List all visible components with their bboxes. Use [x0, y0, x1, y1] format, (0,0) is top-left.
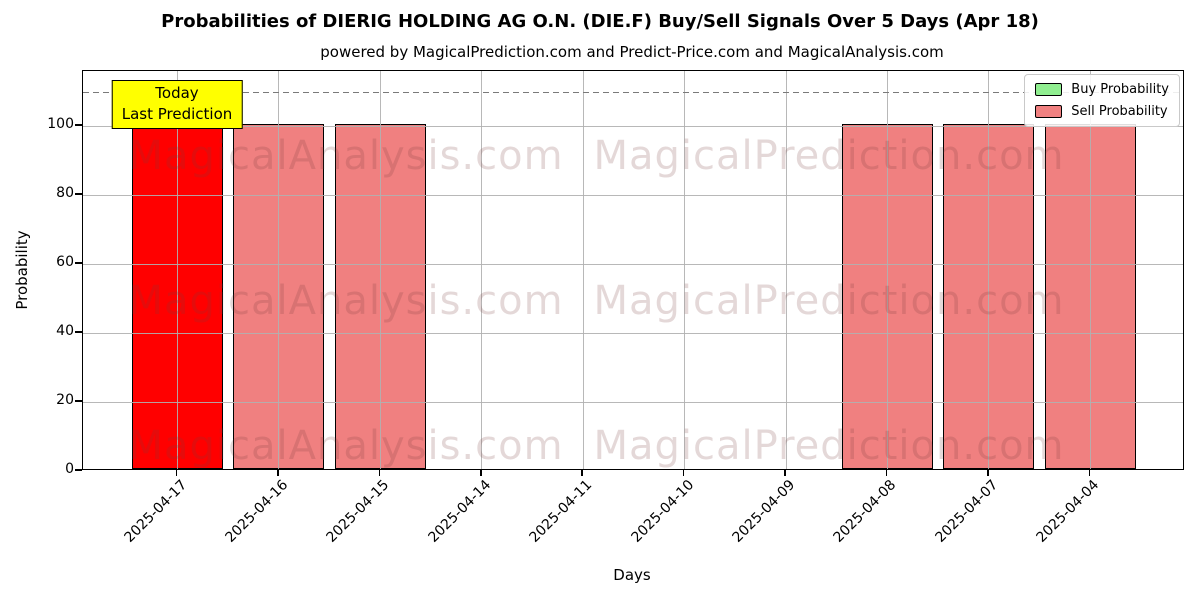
y-tick-mark — [75, 400, 82, 402]
legend-label-buy: Buy Probability — [1071, 82, 1169, 97]
x-tick-label: 2025-04-16 — [222, 477, 292, 546]
y-tick-mark — [75, 193, 82, 195]
gridline-vertical — [582, 71, 584, 469]
gridline-horizontal — [83, 264, 1183, 266]
y-tick-label: 80 — [56, 185, 74, 202]
threshold-dashline — [83, 91, 1183, 94]
y-tick-mark — [75, 469, 82, 471]
legend-label-sell: Sell Probability — [1071, 104, 1168, 119]
watermark-text: MagicalPrediction.com — [593, 133, 1065, 179]
watermark-text: MagicalPrediction.com — [593, 423, 1065, 469]
annotation-line-2: Last Prediction — [121, 105, 233, 123]
gridline-vertical — [684, 71, 686, 469]
x-tick-mark — [784, 470, 786, 476]
gridline-vertical — [886, 71, 888, 469]
gridline-vertical — [177, 71, 178, 469]
buy-probability-swatch-icon — [1035, 83, 1063, 96]
gridline-horizontal — [83, 126, 1183, 128]
gridline-vertical — [481, 71, 483, 469]
x-tick-mark — [378, 470, 381, 476]
y-tick-label: 100 — [47, 116, 74, 133]
x-tick-label: 2025-04-07 — [932, 477, 1002, 546]
x-tick-label: 2025-04-09 — [729, 477, 799, 546]
y-tick-label: 20 — [56, 392, 74, 409]
gridline-vertical — [988, 71, 990, 469]
sell-probability-swatch-icon — [1035, 105, 1063, 118]
x-tick-mark — [581, 470, 583, 476]
x-tick-mark — [885, 470, 888, 476]
y-tick-mark — [75, 331, 82, 333]
gridline-vertical — [1089, 71, 1091, 469]
legend: Buy Probability Sell Probability — [1024, 74, 1180, 127]
legend-item-buy: Buy Probability — [1035, 82, 1169, 97]
gridline-vertical — [278, 71, 280, 469]
x-tick-label: 2025-04-14 — [425, 477, 495, 546]
gridline-horizontal — [83, 402, 1183, 404]
x-tick-label: 2025-04-11 — [526, 477, 596, 546]
gridline-horizontal — [83, 195, 1183, 197]
x-tick-mark — [175, 470, 178, 476]
chart-subtitle: powered by MagicalPrediction.com and Pre… — [320, 43, 944, 61]
x-tick-label: 2025-04-15 — [323, 477, 393, 546]
x-tick-mark — [277, 470, 279, 476]
x-tick-mark — [987, 470, 989, 476]
y-tick-mark — [75, 262, 82, 264]
watermark-text: MagicalAnalysis.com — [128, 278, 564, 324]
y-tick-mark — [75, 124, 82, 126]
x-tick-label: 2025-04-17 — [120, 477, 190, 546]
gridline-vertical — [785, 71, 787, 469]
watermark-text: MagicalAnalysis.com — [128, 423, 564, 469]
gridline-horizontal — [83, 333, 1183, 335]
watermark-text: MagicalPrediction.com — [593, 278, 1065, 324]
x-axis-label: Days — [613, 566, 651, 584]
y-tick-label: 60 — [56, 254, 74, 271]
plot-area: Today Last Prediction Buy Probability Se… — [82, 70, 1184, 470]
y-tick-label: 40 — [56, 323, 74, 340]
y-tick-label: 0 — [65, 461, 74, 477]
today-annotation: Today Last Prediction — [111, 80, 243, 129]
x-tick-mark — [480, 470, 482, 476]
chart-title: Probabilities of DIERIG HOLDING AG O.N. … — [161, 11, 1039, 32]
x-tick-mark — [682, 470, 685, 476]
legend-item-sell: Sell Probability — [1035, 104, 1169, 119]
watermark-text: MagicalAnalysis.com — [128, 133, 564, 179]
x-tick-label: 2025-04-08 — [830, 477, 900, 546]
gridline-vertical — [379, 71, 381, 469]
x-tick-mark — [1088, 470, 1091, 476]
x-tick-label: 2025-04-04 — [1033, 477, 1103, 546]
annotation-line-1: Today — [155, 84, 199, 102]
